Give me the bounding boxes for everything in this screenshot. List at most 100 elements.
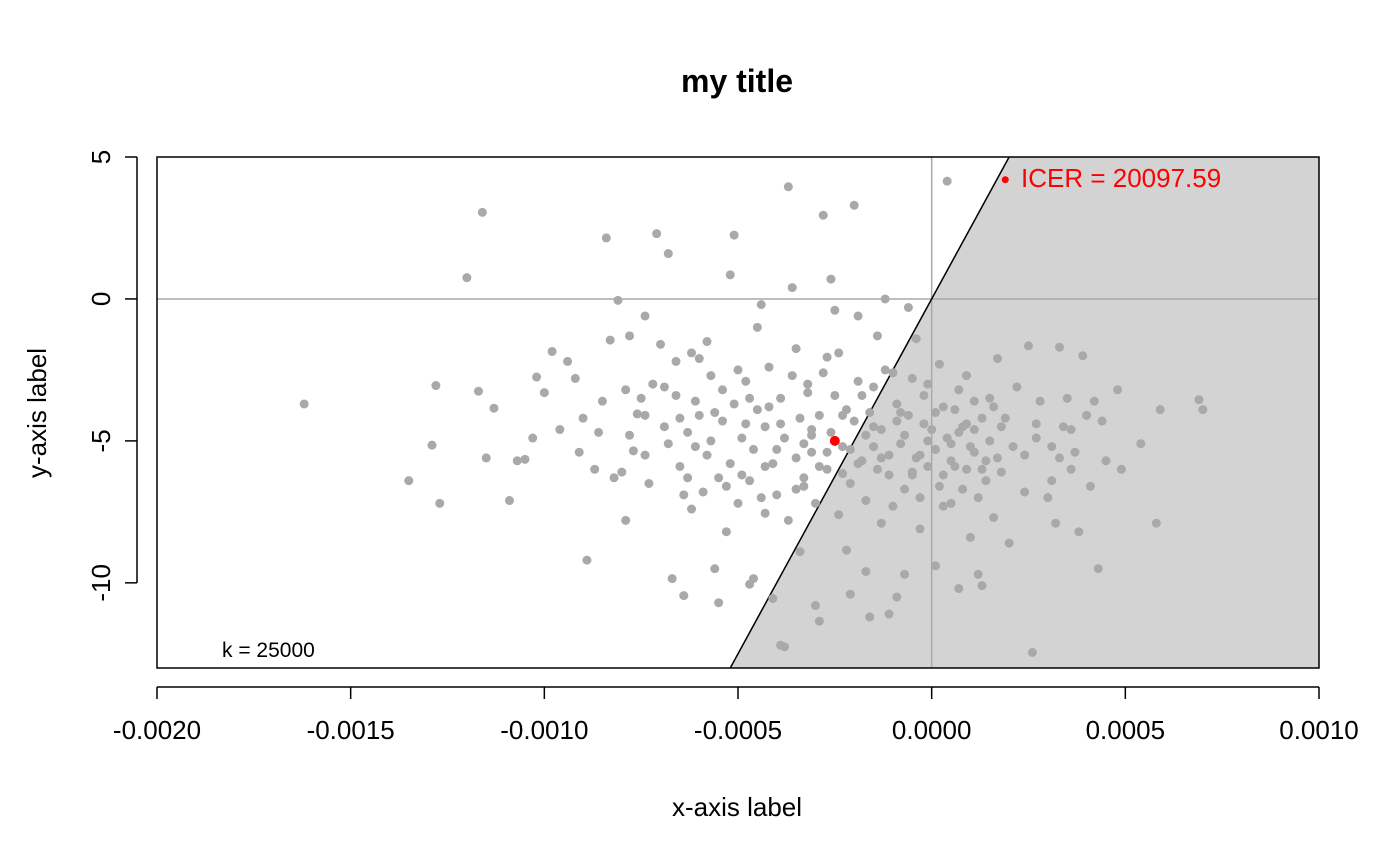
scatter-point [869, 382, 879, 392]
x-tick-label: -0.0005 [694, 715, 782, 745]
scatter-point [1066, 425, 1076, 435]
scatter-point [1047, 442, 1057, 452]
scatter-point [888, 501, 898, 511]
scatter-point [772, 444, 782, 454]
scatter-point [435, 498, 445, 508]
scatter-point [733, 365, 743, 375]
scatter-point [814, 461, 824, 471]
scatter-point [710, 408, 720, 417]
scatter-point [845, 589, 855, 599]
scatter-point [907, 373, 917, 383]
scatter-point [675, 461, 685, 471]
y-tick-label: -5 [86, 429, 116, 452]
scatter-point [741, 419, 751, 429]
scatter-point [683, 473, 693, 483]
scatter-point [776, 419, 786, 429]
scatter-point [1054, 342, 1064, 352]
scatter-point [803, 388, 813, 398]
scatter-point [869, 442, 879, 452]
scatter-point [810, 498, 820, 508]
scatter-point [617, 467, 627, 477]
scatter-point [1155, 405, 1165, 415]
scatter-point [938, 402, 948, 412]
scatter-point [745, 476, 755, 486]
scatter-point [962, 464, 972, 474]
scatter-point [756, 300, 766, 310]
scatter-point [907, 467, 917, 477]
scatter-point [934, 481, 944, 491]
scatter-point [876, 453, 886, 463]
scatter-point [853, 459, 863, 469]
scatter-point [950, 405, 960, 415]
scatter-point [1031, 419, 1041, 429]
scatter-point [807, 425, 817, 435]
scatter-point [1074, 527, 1084, 537]
scatter-point [826, 274, 836, 284]
scatter-point [1089, 396, 1099, 406]
scatter-point [822, 464, 832, 474]
scatter-point [679, 490, 689, 500]
scatter-point [1062, 393, 1072, 403]
scatter-point [1097, 416, 1107, 426]
x-tick-label: 0.0005 [1086, 715, 1166, 745]
scatter-point [962, 419, 972, 429]
x-tick-label: 0.0000 [892, 715, 972, 745]
scatter-point [954, 427, 964, 437]
scatter-point [555, 425, 565, 435]
scatter-point [652, 229, 662, 239]
scatter-point [1012, 382, 1022, 392]
scatter-point [927, 425, 937, 435]
scatter-point [903, 410, 913, 420]
scatter-point [799, 473, 809, 483]
scatter-point [613, 295, 623, 305]
scatter-point [690, 396, 700, 406]
scatter-point [915, 450, 925, 460]
scatter-point [748, 574, 758, 584]
scatter-point [903, 302, 913, 312]
scatter-point [1020, 450, 1030, 460]
scatter-point [737, 433, 747, 443]
scatter-point [838, 442, 848, 452]
scatter-point [838, 410, 848, 420]
scatter-point [884, 609, 894, 619]
scatter-point [884, 470, 894, 480]
scatter-point [659, 382, 669, 392]
scatter-point [938, 501, 948, 511]
scatter-point [989, 513, 999, 523]
scatter-point [985, 436, 995, 446]
scatter-point [597, 396, 607, 406]
scatter-point [404, 476, 414, 486]
scatter-point [532, 372, 542, 382]
scatter-point [427, 440, 437, 450]
scatter-point [741, 376, 751, 386]
scatter-point [725, 270, 735, 280]
scatter-point [714, 473, 724, 483]
scatter-point [993, 453, 1003, 463]
scatter-point [779, 642, 789, 652]
scatter-point [900, 484, 910, 494]
scatter-point [582, 555, 592, 565]
scatter-point [1113, 385, 1123, 395]
scatter-point [687, 348, 697, 358]
scatter-point [977, 413, 987, 423]
scatter-point [993, 354, 1003, 364]
scatter-point [861, 566, 871, 576]
scatter-point [783, 182, 793, 192]
scatter-point [810, 601, 820, 611]
scatter-point [737, 470, 747, 480]
scatter-point [1085, 481, 1095, 491]
scatter-point [896, 408, 906, 417]
scatter-point [725, 459, 735, 469]
scatter-point [702, 337, 712, 347]
scatter-point [640, 410, 650, 420]
scatter-point [919, 390, 929, 400]
scatter-point [838, 469, 848, 479]
scatter-point [760, 508, 770, 518]
scatter-point [1058, 422, 1068, 432]
scatter-point [694, 410, 704, 420]
scatter-point [861, 430, 871, 440]
wtp-threshold-label: k = 25000 [222, 639, 315, 662]
scatter-point [648, 379, 658, 389]
scatter-point [628, 446, 638, 456]
